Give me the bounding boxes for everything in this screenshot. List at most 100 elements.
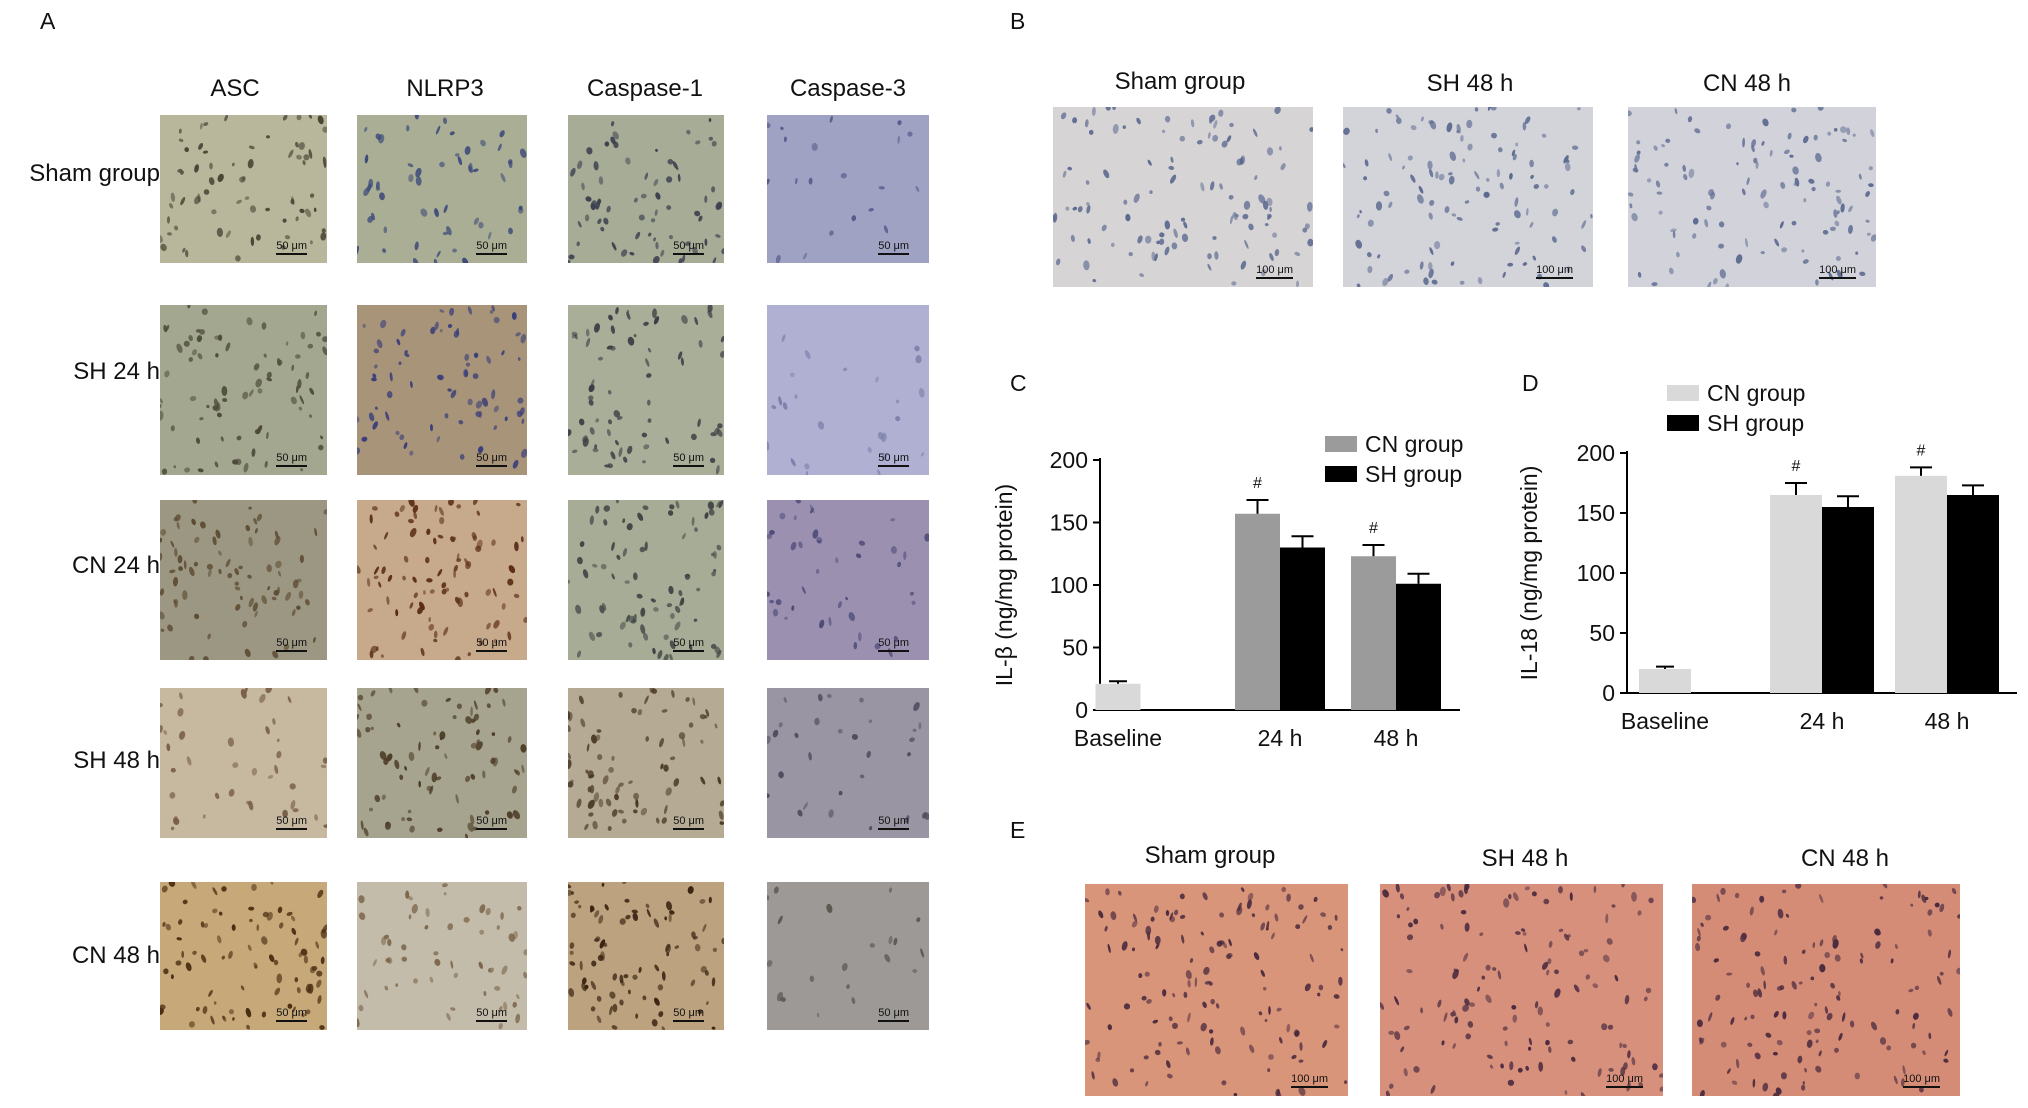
micrograph-sh-48-h-asc: 50 μm xyxy=(160,688,327,838)
significance-marker: # xyxy=(1369,520,1378,537)
legend-label: CN group xyxy=(1707,380,1805,406)
micrograph-sh-24-h-nlrp3: 50 μm xyxy=(357,305,527,475)
scale-bar: 100 μm xyxy=(1903,1073,1940,1088)
legend-swatch xyxy=(1325,436,1357,452)
panel-b-title-cn48: CN 48 h xyxy=(1702,70,1792,97)
panel-d-label: D xyxy=(1522,370,1539,396)
y-tick-label: 50 xyxy=(1589,620,1615,646)
legend-swatch xyxy=(1667,415,1699,431)
y-tick-label: 50 xyxy=(1062,635,1088,661)
col-head-caspase3: Caspase-3 xyxy=(789,75,907,102)
micrograph-sham-group-nlrp3: 50 μm xyxy=(357,115,527,263)
panel-e-label: E xyxy=(1010,817,1026,843)
significance-marker: # xyxy=(1917,442,1926,459)
scale-bar: 50 μm xyxy=(276,452,307,467)
y-tick-label: 0 xyxy=(1602,680,1615,706)
micrograph-cn-48-h-caspase-1: 50 μm xyxy=(568,882,724,1030)
y-tick-label: 200 xyxy=(1577,440,1615,466)
scale-bar: 50 μm xyxy=(673,452,704,467)
y-axis-title: IL-β (ng/mg protein) xyxy=(991,484,1017,686)
scale-bar: 50 μm xyxy=(476,637,507,652)
row-head-cn48: CN 48 h xyxy=(71,942,160,969)
scale-bar: 50 μm xyxy=(276,815,307,830)
y-tick-label: 100 xyxy=(1577,560,1615,586)
panel-e-title-cn48: CN 48 h xyxy=(1800,845,1890,872)
micrograph-cn-24-h-caspase-3: 50 μm xyxy=(767,500,929,660)
scale-bar: 50 μm xyxy=(878,1007,909,1022)
scale-bar: 100 μm xyxy=(1256,264,1293,279)
tunel-image-3: 100 μm xyxy=(1628,107,1876,287)
significance-marker: # xyxy=(1792,458,1801,475)
micrograph-sh-24-h-asc: 50 μm xyxy=(160,305,327,475)
scale-bar: 50 μm xyxy=(476,240,507,255)
x-tick-label: Baseline xyxy=(1621,708,1709,734)
scale-bar: 50 μm xyxy=(476,1007,507,1022)
scale-bar: 100 μm xyxy=(1606,1073,1643,1088)
y-tick-label: 150 xyxy=(1577,500,1615,526)
scale-bar: 50 μm xyxy=(276,637,307,652)
row-head-sham: Sham group xyxy=(29,160,160,187)
micrograph-cn-24-h-asc: 50 μm xyxy=(160,500,327,660)
he-image-2: 100 μm xyxy=(1380,884,1663,1096)
micrograph-cn-24-h-caspase-1: 50 μm xyxy=(568,500,724,660)
bar-cn-group-24h xyxy=(1235,513,1280,710)
bar-baseline xyxy=(1095,683,1141,710)
y-tick-label: 0 xyxy=(1075,697,1088,723)
y-tick-label: 150 xyxy=(1050,510,1088,536)
micrograph-sham-group-asc: 50 μm xyxy=(160,115,327,263)
x-tick-label: Baseline xyxy=(1074,725,1162,751)
micrograph-sham-group-caspase-1: 50 μm xyxy=(568,115,724,263)
bar-cn-group-48h xyxy=(1895,475,1947,693)
panel-a-label: A xyxy=(40,8,56,34)
legend-label: CN group xyxy=(1365,431,1463,457)
micrograph-sham-group-caspase-3: 50 μm xyxy=(767,115,929,263)
x-tick-label: 48 h xyxy=(1374,725,1419,751)
row-head-sh48: SH 48 h xyxy=(73,747,160,774)
y-tick-label: 100 xyxy=(1050,572,1088,598)
micrograph-cn-48-h-caspase-3: 50 μm xyxy=(767,882,929,1030)
y-tick-label: 200 xyxy=(1050,447,1088,473)
bar-cn-group-48h xyxy=(1351,556,1396,710)
scale-bar: 50 μm xyxy=(673,815,704,830)
x-tick-label: 24 h xyxy=(1258,725,1303,751)
col-head-nlrp3: NLRP3 xyxy=(406,75,484,102)
micrograph-cn-24-h-nlrp3: 50 μm xyxy=(357,500,527,660)
bar-sh-group-48h xyxy=(1396,583,1441,710)
significance-marker: # xyxy=(1253,475,1262,492)
scale-bar: 50 μm xyxy=(673,1007,704,1022)
micrograph-sh-24-h-caspase-3: 50 μm xyxy=(767,305,929,475)
scale-bar: 50 μm xyxy=(476,815,507,830)
x-tick-label: 48 h xyxy=(1925,708,1970,734)
scale-bar: 50 μm xyxy=(673,637,704,652)
il-beta-bar-chart: 0 50 100 150 200 IL-β (ng/mg protein) Baseline… xyxy=(991,431,1463,751)
scale-bar: 50 μm xyxy=(878,815,909,830)
micrograph-sh-48-h-nlrp3: 50 μm xyxy=(357,688,527,838)
micrograph-sh-24-h-caspase-1: 50 μm xyxy=(568,305,724,475)
scale-bar: 100 μm xyxy=(1291,1073,1328,1088)
legend-swatch xyxy=(1667,385,1699,401)
micrograph-cn-48-h-nlrp3: 50 μm xyxy=(357,882,527,1030)
bar-sh-group-48h xyxy=(1947,495,1999,693)
panel-e-title-sham: Sham group xyxy=(1144,842,1276,869)
scale-bar: 50 μm xyxy=(878,637,909,652)
scale-bar: 50 μm xyxy=(673,240,704,255)
scale-bar: 100 μm xyxy=(1819,264,1856,279)
y-axis-title: IL-18 (ng/mg protein) xyxy=(1516,466,1542,681)
scale-bar: 50 μm xyxy=(276,240,307,255)
row-head-cn24: CN 24 h xyxy=(71,552,160,579)
bar-sh-group-24h xyxy=(1822,507,1874,693)
x-tick-label: 24 h xyxy=(1800,708,1845,734)
legend-label: SH group xyxy=(1365,461,1462,487)
micrograph-cn-48-h-asc: 50 μm xyxy=(160,882,327,1030)
scale-bar: 50 μm xyxy=(476,452,507,467)
legend-label: SH group xyxy=(1707,410,1804,436)
panel-b-label: B xyxy=(1010,8,1026,34)
tunel-image-1: 100 μm xyxy=(1053,107,1313,287)
bar-cn-group-24h xyxy=(1770,495,1822,693)
scale-bar: 50 μm xyxy=(878,452,909,467)
panel-b-title-sham: Sham group xyxy=(1114,68,1246,95)
col-head-asc: ASC xyxy=(210,75,260,102)
micrograph-sh-48-h-caspase-3: 50 μm xyxy=(767,688,929,838)
micrograph-sh-48-h-caspase-1: 50 μm xyxy=(568,688,724,838)
tunel-image-2: 100 μm xyxy=(1343,107,1593,287)
